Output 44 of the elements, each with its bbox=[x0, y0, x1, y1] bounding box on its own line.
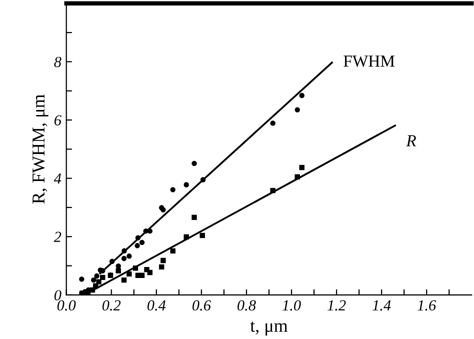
point bbox=[116, 268, 121, 274]
point bbox=[192, 160, 197, 166]
point bbox=[144, 266, 150, 272]
point bbox=[126, 271, 132, 277]
series-label: FWHM bbox=[344, 56, 395, 67]
point bbox=[270, 120, 276, 126]
point bbox=[159, 264, 164, 270]
point bbox=[139, 240, 145, 246]
point bbox=[200, 232, 205, 238]
x-axis-title: t, μm bbox=[250, 322, 288, 336]
point bbox=[160, 258, 166, 264]
x-tick-label: 0.8 bbox=[238, 300, 256, 311]
point bbox=[121, 256, 127, 262]
point bbox=[299, 164, 304, 170]
point bbox=[94, 273, 100, 279]
x-tick-label: 1.4 bbox=[372, 300, 391, 311]
x-tick-label: 1.2 bbox=[328, 300, 346, 311]
point bbox=[170, 248, 176, 254]
x-tick-label: 1.6 bbox=[418, 300, 436, 311]
point bbox=[134, 243, 140, 248]
y-tick-label: 0 bbox=[54, 290, 62, 300]
y-tick-label: 2 bbox=[54, 232, 62, 242]
point bbox=[135, 272, 141, 278]
y-tick-label: 6 bbox=[54, 115, 62, 126]
x-tick-label: 0.2 bbox=[102, 300, 121, 311]
point bbox=[299, 92, 304, 98]
series-label: R bbox=[406, 135, 416, 146]
point bbox=[192, 214, 197, 220]
x-tick-label: 1.0 bbox=[282, 300, 301, 311]
point bbox=[294, 107, 300, 112]
point bbox=[79, 276, 84, 282]
x-tick-label: 0.0 bbox=[57, 300, 76, 311]
point bbox=[91, 277, 96, 283]
point bbox=[170, 187, 176, 192]
point bbox=[96, 279, 102, 284]
x-tick-label: 0.4 bbox=[147, 300, 166, 311]
point bbox=[184, 182, 189, 188]
x-tick-label: 0.6 bbox=[192, 300, 211, 311]
y-axis-title: R, FWHM, μm bbox=[32, 94, 48, 204]
point bbox=[126, 254, 132, 259]
point bbox=[121, 277, 127, 283]
point bbox=[116, 263, 121, 269]
y-tick-label: 8 bbox=[54, 56, 62, 68]
y-tick-label: 4 bbox=[54, 174, 62, 184]
